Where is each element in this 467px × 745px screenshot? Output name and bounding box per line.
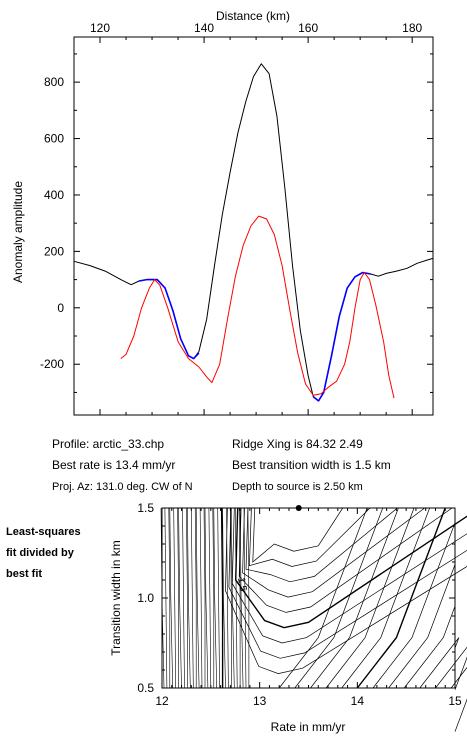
contour-line bbox=[191, 507, 194, 689]
contour-line bbox=[194, 507, 197, 688]
contour-line bbox=[325, 507, 415, 689]
contour-line bbox=[247, 507, 250, 688]
x-tick-label: 160 bbox=[298, 21, 318, 35]
x-tick-label: 120 bbox=[90, 21, 110, 35]
contour-line bbox=[199, 507, 203, 689]
contour-lines bbox=[160, 507, 467, 732]
y-tick-label: 600 bbox=[44, 132, 64, 146]
y-tick-label: 200 bbox=[44, 244, 64, 258]
x-tick-group: 120 140 160 180 bbox=[73, 21, 423, 415]
contour-line bbox=[173, 507, 176, 689]
blue-profile-line bbox=[312, 271, 371, 402]
contour-line bbox=[294, 507, 384, 689]
contour-line bbox=[235, 507, 238, 689]
info-block: Profile: arctic_33.chp Best rate is 13.4… bbox=[52, 437, 391, 493]
contour-line bbox=[243, 507, 247, 689]
contour-line bbox=[249, 507, 371, 567]
contour-line bbox=[231, 507, 467, 644]
depth-text: Depth to source is 2.50 km bbox=[232, 481, 363, 493]
contour-line bbox=[213, 507, 217, 689]
contour-line bbox=[435, 646, 467, 690]
contour-line bbox=[252, 507, 343, 563]
contour-line bbox=[208, 507, 212, 689]
contour-line bbox=[230, 507, 232, 688]
profile-text: Profile: arctic_33.chp bbox=[52, 437, 164, 451]
side-note-line-1: Least-squares bbox=[6, 526, 81, 538]
proj-az-text: Proj. Az: 131.0 deg. CW of N bbox=[52, 481, 193, 493]
best-width-text: Best transition width is 1.5 km bbox=[232, 458, 391, 472]
contour-line bbox=[186, 507, 188, 688]
x-tick-group: 12 13 14 15 bbox=[155, 508, 462, 708]
contour-line bbox=[187, 507, 191, 689]
contour-line bbox=[245, 507, 398, 583]
y-tick-label: 800 bbox=[44, 75, 64, 89]
contour-line bbox=[356, 507, 446, 689]
contour-line bbox=[203, 507, 206, 688]
plot-frame bbox=[73, 36, 434, 416]
contour-line bbox=[388, 564, 456, 689]
side-note-line-2: fit divided by bbox=[6, 547, 75, 559]
x-tick-label: 12 bbox=[155, 694, 169, 708]
contour-line bbox=[310, 507, 399, 689]
x-tick-label: 15 bbox=[448, 694, 462, 708]
side-note-line-3: best fit bbox=[6, 568, 42, 580]
contour-line bbox=[278, 507, 368, 689]
contour-line bbox=[222, 507, 226, 689]
contour-line bbox=[220, 507, 224, 688]
x-tick-label: 140 bbox=[194, 21, 214, 35]
y-tick-label: 400 bbox=[44, 188, 64, 202]
side-note: Least-squares fit divided by best fit bbox=[6, 526, 81, 580]
y-axis-label: Transition width in km bbox=[109, 540, 123, 656]
contour-line bbox=[177, 507, 179, 688]
y-tick-label: -200 bbox=[40, 357, 64, 371]
contour-line bbox=[228, 507, 467, 659]
series-group bbox=[73, 63, 434, 402]
contour-line bbox=[372, 522, 456, 689]
y-tick-label: 0.5 bbox=[137, 681, 154, 695]
x-tick-label: 14 bbox=[351, 694, 365, 708]
x-axis-label: Distance (km) bbox=[216, 9, 290, 23]
contour-line bbox=[341, 507, 430, 689]
best-rate-text: Best rate is 13.4 mm/yr bbox=[52, 458, 175, 472]
y-tick-group: 0.5 1.0 1.5 bbox=[137, 501, 455, 695]
contour-line bbox=[242, 507, 425, 598]
contour-label: 1.5 bbox=[235, 577, 248, 593]
red-profile-line bbox=[120, 215, 395, 399]
contour-line bbox=[169, 507, 173, 689]
y-tick-label: 1.5 bbox=[137, 501, 154, 515]
contour-line bbox=[226, 507, 229, 689]
y-tick-label: 0 bbox=[57, 301, 64, 315]
x-axis-label: Rate in mm/yr bbox=[271, 720, 346, 734]
contour-line bbox=[403, 606, 456, 689]
contour-line bbox=[178, 507, 182, 689]
x-tick-label: 13 bbox=[253, 694, 267, 708]
anomaly-profile-chart: Distance (km) Anomaly amplitude 120 140 16… bbox=[11, 9, 434, 416]
contour-line bbox=[419, 637, 460, 689]
contour-line bbox=[195, 507, 200, 689]
y-tick-label: 1.0 bbox=[137, 591, 154, 605]
contour-line bbox=[168, 507, 171, 688]
contour-line bbox=[225, 507, 467, 674]
contour-line bbox=[239, 507, 244, 689]
contour-line bbox=[217, 507, 220, 689]
contour-line bbox=[238, 507, 241, 688]
blue-profile-line bbox=[138, 278, 200, 360]
contour-line bbox=[231, 507, 235, 689]
contour-line bbox=[212, 507, 215, 688]
contour-line bbox=[182, 507, 185, 689]
y-axis-label: Anomaly amplitude bbox=[11, 181, 25, 283]
y-tick-group: -200 0 200 400 600 800 bbox=[40, 53, 433, 393]
misfit-contour-chart: 1.5 12 13 14 15 0.5 1.0 1.5 Rate in mm/yr Tra… bbox=[109, 501, 467, 734]
ridge-xing-text: Ridge Xing is 84.32 2.49 bbox=[232, 437, 363, 451]
x-tick-label: 180 bbox=[402, 21, 422, 35]
contour-line bbox=[204, 507, 209, 689]
